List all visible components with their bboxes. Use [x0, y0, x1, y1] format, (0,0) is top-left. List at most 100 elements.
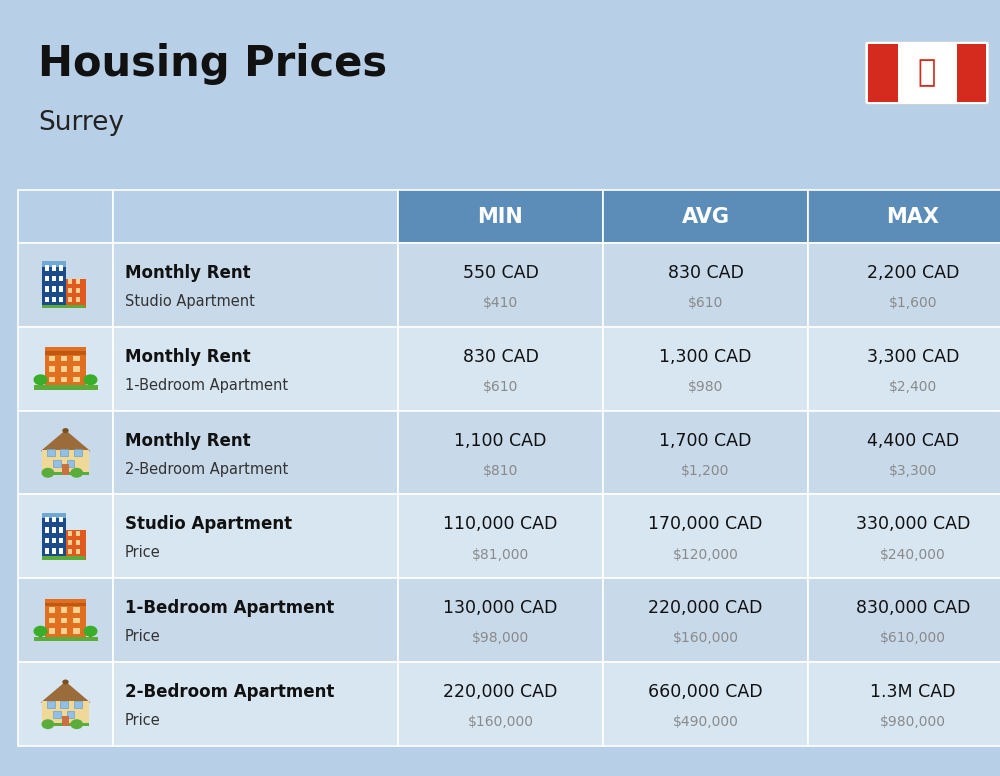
Circle shape — [42, 468, 54, 478]
FancyBboxPatch shape — [73, 618, 80, 623]
FancyBboxPatch shape — [113, 327, 398, 411]
Text: 4,400 CAD: 4,400 CAD — [867, 431, 959, 449]
FancyBboxPatch shape — [18, 662, 113, 746]
FancyBboxPatch shape — [808, 662, 1000, 746]
FancyBboxPatch shape — [42, 556, 85, 559]
FancyBboxPatch shape — [47, 701, 55, 708]
FancyBboxPatch shape — [398, 243, 603, 327]
FancyBboxPatch shape — [45, 286, 49, 292]
Text: $160,000: $160,000 — [467, 715, 534, 729]
Polygon shape — [41, 681, 90, 702]
FancyBboxPatch shape — [398, 578, 603, 662]
Text: 830,000 CAD: 830,000 CAD — [856, 599, 970, 617]
Polygon shape — [41, 430, 90, 451]
FancyBboxPatch shape — [42, 262, 66, 308]
FancyBboxPatch shape — [73, 608, 80, 613]
Text: 1-Bedroom Apartment: 1-Bedroom Apartment — [125, 599, 334, 617]
FancyBboxPatch shape — [62, 715, 69, 726]
FancyBboxPatch shape — [45, 548, 49, 553]
FancyBboxPatch shape — [73, 629, 80, 634]
Circle shape — [62, 428, 69, 433]
FancyBboxPatch shape — [45, 265, 49, 271]
FancyBboxPatch shape — [68, 531, 72, 535]
FancyBboxPatch shape — [865, 41, 989, 104]
FancyBboxPatch shape — [67, 460, 74, 467]
FancyBboxPatch shape — [957, 44, 986, 102]
FancyBboxPatch shape — [113, 190, 398, 243]
Circle shape — [34, 374, 48, 385]
FancyBboxPatch shape — [73, 366, 80, 372]
FancyBboxPatch shape — [42, 702, 89, 726]
FancyBboxPatch shape — [398, 190, 603, 243]
FancyBboxPatch shape — [49, 356, 55, 362]
Text: 1.3M CAD: 1.3M CAD — [870, 683, 956, 701]
FancyBboxPatch shape — [52, 286, 56, 292]
Text: 130,000 CAD: 130,000 CAD — [443, 599, 558, 617]
FancyBboxPatch shape — [52, 517, 56, 522]
Text: Surrey: Surrey — [38, 110, 124, 137]
FancyBboxPatch shape — [66, 530, 86, 559]
FancyBboxPatch shape — [18, 327, 113, 411]
FancyBboxPatch shape — [89, 383, 92, 390]
FancyBboxPatch shape — [603, 662, 808, 746]
FancyBboxPatch shape — [76, 288, 80, 293]
FancyBboxPatch shape — [59, 548, 63, 553]
FancyBboxPatch shape — [34, 636, 98, 641]
FancyBboxPatch shape — [113, 494, 398, 578]
FancyBboxPatch shape — [42, 305, 85, 308]
FancyBboxPatch shape — [67, 712, 74, 719]
FancyBboxPatch shape — [39, 635, 42, 641]
FancyBboxPatch shape — [808, 243, 1000, 327]
Text: Monthly Rent: Monthly Rent — [125, 264, 251, 282]
FancyBboxPatch shape — [53, 460, 61, 467]
FancyBboxPatch shape — [53, 712, 61, 719]
FancyBboxPatch shape — [76, 297, 80, 302]
Text: 660,000 CAD: 660,000 CAD — [648, 683, 763, 701]
FancyBboxPatch shape — [42, 450, 89, 475]
FancyBboxPatch shape — [52, 527, 56, 533]
FancyBboxPatch shape — [113, 662, 398, 746]
Text: 110,000 CAD: 110,000 CAD — [443, 515, 558, 533]
FancyBboxPatch shape — [73, 377, 80, 383]
Text: Monthly Rent: Monthly Rent — [125, 348, 251, 365]
FancyBboxPatch shape — [59, 517, 63, 522]
FancyBboxPatch shape — [42, 723, 89, 726]
Text: Studio Apartment: Studio Apartment — [125, 294, 255, 309]
FancyBboxPatch shape — [39, 383, 42, 390]
FancyBboxPatch shape — [808, 494, 1000, 578]
FancyBboxPatch shape — [68, 539, 72, 545]
Circle shape — [83, 625, 98, 636]
FancyBboxPatch shape — [59, 296, 63, 302]
Text: 1-Bedroom Apartment: 1-Bedroom Apartment — [125, 378, 288, 393]
Text: 830 CAD: 830 CAD — [463, 348, 538, 365]
FancyBboxPatch shape — [398, 494, 603, 578]
FancyBboxPatch shape — [45, 348, 86, 390]
Text: 2-Bedroom Apartment: 2-Bedroom Apartment — [125, 683, 334, 701]
Text: 330,000 CAD: 330,000 CAD — [856, 515, 970, 533]
FancyBboxPatch shape — [61, 366, 67, 372]
FancyBboxPatch shape — [76, 549, 80, 553]
FancyBboxPatch shape — [68, 549, 72, 553]
FancyBboxPatch shape — [18, 578, 113, 662]
FancyBboxPatch shape — [52, 538, 56, 543]
FancyBboxPatch shape — [808, 578, 1000, 662]
Circle shape — [70, 468, 83, 478]
FancyBboxPatch shape — [61, 618, 67, 623]
FancyBboxPatch shape — [45, 527, 49, 533]
FancyBboxPatch shape — [42, 472, 89, 475]
Text: $1,600: $1,600 — [889, 296, 937, 310]
FancyBboxPatch shape — [603, 190, 808, 243]
FancyBboxPatch shape — [76, 539, 80, 545]
FancyBboxPatch shape — [52, 548, 56, 553]
FancyBboxPatch shape — [45, 538, 49, 543]
FancyBboxPatch shape — [42, 513, 66, 559]
FancyBboxPatch shape — [49, 366, 55, 372]
FancyBboxPatch shape — [398, 411, 603, 494]
Text: $240,000: $240,000 — [880, 548, 946, 562]
FancyBboxPatch shape — [808, 327, 1000, 411]
FancyBboxPatch shape — [18, 411, 113, 494]
FancyBboxPatch shape — [398, 327, 603, 411]
FancyBboxPatch shape — [74, 449, 82, 456]
FancyBboxPatch shape — [45, 599, 86, 641]
Text: 1,300 CAD: 1,300 CAD — [659, 348, 752, 365]
